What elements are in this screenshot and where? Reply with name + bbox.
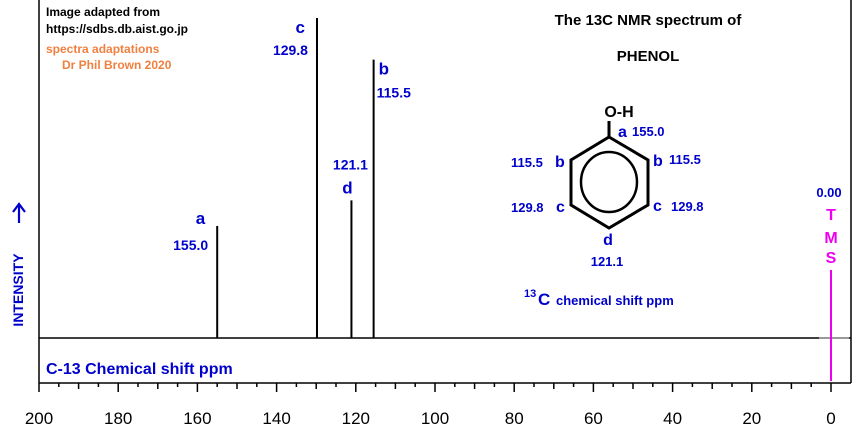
- hydroxyl-label: O-H: [604, 104, 633, 121]
- x-tick-label: 0: [826, 409, 835, 428]
- chemical-shift-note-sup: 13: [524, 288, 536, 300]
- structure-value-d: 121.1: [591, 254, 624, 269]
- y-axis-arrow-icon: [12, 202, 26, 223]
- x-tick-label: 180: [104, 409, 132, 428]
- peak-label-a: a: [196, 209, 206, 228]
- x-tick-label: 200: [25, 409, 53, 428]
- credit-line-1: Image adapted from: [46, 5, 160, 19]
- structure-label-b-left: b: [555, 154, 565, 171]
- x-tick-label: 100: [421, 409, 449, 428]
- credit-line-2: https://sdbs.db.aist.go.jp: [46, 22, 188, 36]
- x-tick-label: 80: [505, 409, 524, 428]
- structure-label-c-right: c: [653, 198, 662, 215]
- tms-letter-t: T: [826, 207, 836, 224]
- structure-value-a: 155.0: [632, 124, 665, 139]
- peak-label-d: d: [342, 178, 352, 197]
- credit-line-4: Dr Phil Brown 2020: [62, 58, 172, 72]
- x-tick-label: 120: [342, 409, 370, 428]
- chemical-shift-note: 13 C chemical shift ppm: [524, 284, 674, 309]
- structure-label-a: a: [618, 124, 627, 141]
- x-tick-label: 20: [742, 409, 761, 428]
- peak-value-a: 155.0: [173, 237, 208, 253]
- structure-value-b-left: 115.5: [511, 155, 543, 170]
- chart-title-line-1: The 13C NMR spectrum of: [555, 12, 743, 29]
- chemical-shift-note-rest: chemical shift ppm: [556, 293, 674, 308]
- tms-value: 0.00: [816, 185, 841, 200]
- peak-value-c: 129.8: [273, 42, 308, 58]
- structure-label-d: d: [603, 232, 613, 249]
- x-tick-label: 60: [584, 409, 603, 428]
- x-tick-label: 160: [183, 409, 211, 428]
- x-tick-label: 40: [663, 409, 682, 428]
- tms-letter-m: M: [824, 230, 837, 247]
- peak-label-c: c: [296, 18, 305, 37]
- peak-label-b: b: [379, 60, 389, 79]
- structure-label-b-right: b: [653, 153, 663, 170]
- phenol-structure: [569, 121, 650, 230]
- tms-letter-s: S: [826, 250, 837, 267]
- y-axis-label: INTENSITY: [10, 253, 26, 327]
- structure-value-c-left: 129.8: [511, 200, 544, 215]
- structure-label-c-left: c: [556, 199, 565, 216]
- chart-title-line-2: PHENOL: [617, 48, 680, 65]
- credit-line-3: spectra adaptations: [46, 42, 160, 56]
- peak-value-b: 115.5: [377, 85, 411, 101]
- x-axis-label: C-13 Chemical shift ppm: [46, 361, 233, 378]
- peak-value-d: 121.1: [333, 156, 368, 172]
- structure-value-b-right: 115.5: [669, 152, 701, 167]
- x-tick-label: 140: [262, 409, 290, 428]
- chemical-shift-note-main: C: [538, 290, 550, 309]
- structure-value-c-right: 129.8: [671, 199, 704, 214]
